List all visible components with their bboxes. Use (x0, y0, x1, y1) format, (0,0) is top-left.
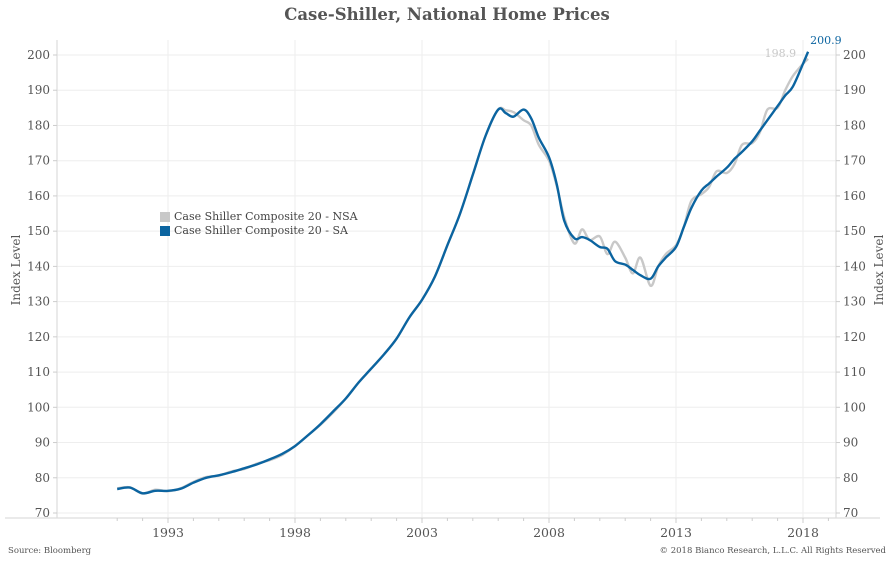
y-tick-label-left: 150 (27, 224, 50, 238)
y-tick-label-left: 70 (35, 506, 50, 520)
y-tick-label-left: 130 (27, 295, 50, 309)
end-label-nsa: 198.9 (765, 47, 797, 60)
y-tick-label-right: 80 (843, 471, 858, 485)
end-label-sa: 200.9 (810, 34, 842, 47)
y-tick-label-left: 160 (27, 189, 50, 203)
y-tick-label-right: 110 (843, 365, 866, 379)
legend-label-nsa: Case Shiller Composite 20 - NSA (174, 210, 358, 223)
y-tick-label-right: 120 (843, 330, 866, 344)
x-tick-label: 2003 (406, 525, 438, 540)
series-lines (117, 51, 810, 495)
y-tick-label-left: 180 (27, 118, 50, 132)
y-tick-label-left: 90 (35, 436, 50, 450)
legend-item-sa: Case Shiller Composite 20 - SA (160, 224, 358, 238)
y-tick-label-right: 170 (843, 154, 866, 168)
legend-item-nsa: Case Shiller Composite 20 - NSA (160, 210, 358, 224)
y-tick-label-left: 200 (27, 48, 50, 62)
y-tick-label-right: 100 (843, 400, 866, 414)
x-tick-label: 2013 (660, 525, 692, 540)
y-tick-label-left: 110 (27, 365, 50, 379)
copyright-note: © 2018 Bianco Research, L.L.C. All Right… (659, 546, 886, 556)
y-axis-right-ticks: 70 80 90 100 110 120 130 140 150 160 170 180 190 200 (836, 48, 866, 520)
y-tick-label-left: 120 (27, 330, 50, 344)
y-tick-label-right: 200 (843, 48, 866, 62)
x-tick-label: 1993 (152, 525, 184, 540)
legend-swatch-nsa (160, 212, 170, 222)
source-note: Source: Bloomberg (8, 546, 92, 556)
y-tick-label-right: 180 (843, 118, 866, 132)
y-tick-label-left: 80 (35, 471, 50, 485)
x-axis-ticks: 1993 1998 2003 2008 2013 2018 (152, 525, 819, 540)
y-tick-label-right: 150 (843, 224, 866, 238)
y-tick-label-left: 170 (27, 154, 50, 168)
y-axis-label-right: Index Level (872, 235, 886, 306)
series-line-sa (117, 51, 810, 495)
y-tick-label-right: 160 (843, 189, 866, 203)
x-tick-label: 1998 (279, 525, 311, 540)
y-axis-label-left: Index Level (9, 235, 23, 306)
y-tick-label-right: 90 (843, 436, 858, 450)
legend-label-sa: Case Shiller Composite 20 - SA (174, 224, 348, 237)
y-tick-label-right: 130 (843, 295, 866, 309)
legend: Case Shiller Composite 20 - NSA Case Shi… (160, 210, 358, 238)
x-tick-label: 2018 (787, 525, 819, 540)
y-tick-label-left: 100 (27, 400, 50, 414)
y-tick-label-right: 70 (843, 506, 858, 520)
x-tick-label: 2008 (533, 525, 565, 540)
y-tick-label-right: 140 (843, 259, 866, 273)
chart-title: Case-Shiller, National Home Prices (284, 5, 610, 24)
end-labels: 198.9 200.9 (765, 34, 842, 60)
y-axis-left-ticks: 70 80 90 100 110 120 130 140 150 160 170 180 190 200 (27, 48, 57, 520)
series-line-nsa (117, 57, 809, 495)
y-tick-label-left: 140 (27, 259, 50, 273)
y-tick-label-right: 190 (843, 83, 866, 97)
legend-swatch-sa (160, 226, 170, 236)
y-tick-label-left: 190 (27, 83, 50, 97)
grid-lines (57, 40, 836, 518)
axes (5, 40, 880, 523)
